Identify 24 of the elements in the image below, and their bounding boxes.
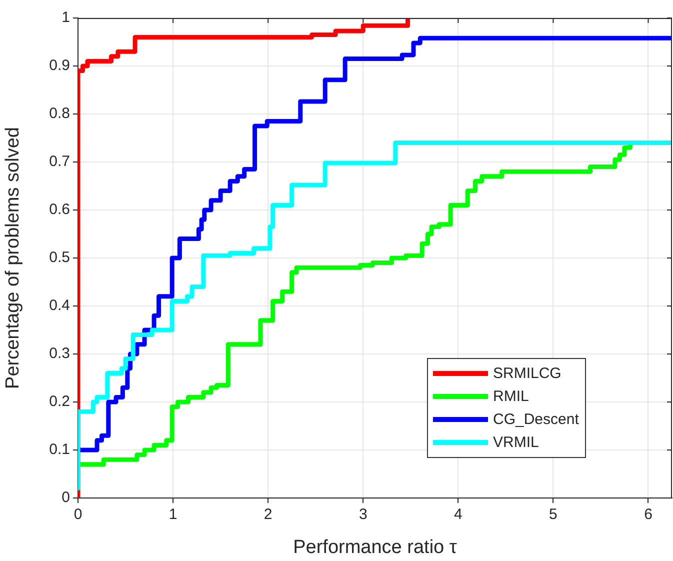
y-tick-label: 0.3	[49, 345, 70, 362]
x-tick-label: 6	[644, 506, 652, 524]
y-tick-label: 0.9	[49, 57, 70, 74]
x-tick-label: 0	[74, 506, 82, 524]
y-tick-label: 0.4	[49, 297, 70, 314]
x-tick-label: 1	[168, 506, 178, 524]
y-tick-label: 0.6	[49, 201, 70, 218]
x-axis-title: Performance ratio τ	[293, 536, 458, 558]
y-axis-title: Percentage of problems solved	[2, 127, 24, 389]
legend-label: CG_Descent	[493, 411, 579, 428]
x-tick-label: 2	[264, 506, 272, 524]
y-tick-label: 0.1	[49, 441, 70, 458]
y-tick-label: 0	[62, 489, 70, 506]
y-tick-label: 0.5	[49, 249, 70, 266]
legend-label: VRMIL	[493, 434, 539, 451]
y-tick-label: 0.2	[49, 393, 70, 410]
legend-label: SRMILCG	[493, 365, 562, 382]
x-tick-label: 3	[358, 506, 368, 524]
legend-label: RMIL	[493, 388, 529, 405]
x-tick-label: 4	[454, 506, 462, 524]
y-tick-label: 0.8	[49, 105, 70, 122]
x-tick-label: 5	[549, 506, 558, 524]
y-tick-label: 0.7	[49, 153, 70, 170]
y-tick-label: 1	[62, 9, 70, 26]
